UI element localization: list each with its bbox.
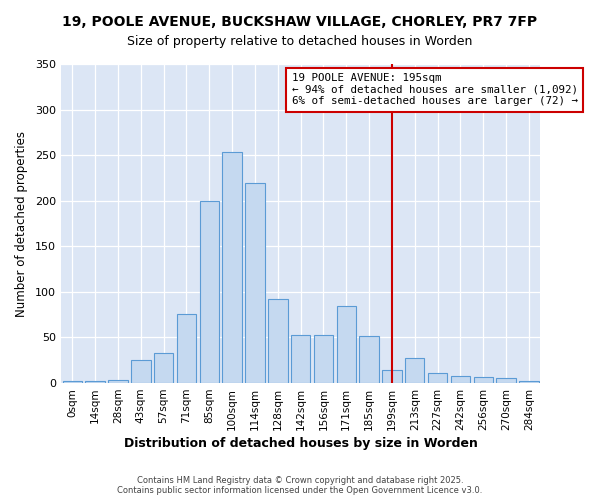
Bar (382, 370, 401, 383)
X-axis label: Distribution of detached houses by size in Worden: Distribution of detached houses by size … (124, 437, 478, 450)
Bar (109, 380, 128, 383)
Text: 19 POOLE AVENUE: 195sqm
← 94% of detached houses are smaller (1,092)
6% of semi-: 19 POOLE AVENUE: 195sqm ← 94% of detache… (292, 73, 578, 106)
Text: Size of property relative to detached houses in Worden: Size of property relative to detached ho… (127, 35, 473, 48)
Bar (200, 200, 219, 383)
Y-axis label: Number of detached properties: Number of detached properties (15, 130, 28, 316)
Bar (337, 306, 356, 383)
Bar (359, 336, 379, 383)
Bar (519, 381, 539, 383)
Bar (451, 376, 470, 383)
Text: Contains HM Land Registry data © Crown copyright and database right 2025.
Contai: Contains HM Land Registry data © Crown c… (118, 476, 482, 495)
Bar (131, 360, 151, 383)
Bar (154, 353, 173, 383)
Bar (177, 314, 196, 383)
Bar (496, 378, 516, 383)
Bar (314, 335, 333, 383)
Bar (291, 335, 310, 383)
Bar (405, 358, 424, 383)
Text: 19, POOLE AVENUE, BUCKSHAW VILLAGE, CHORLEY, PR7 7FP: 19, POOLE AVENUE, BUCKSHAW VILLAGE, CHOR… (62, 15, 538, 29)
Bar (223, 152, 242, 383)
Bar (85, 381, 105, 383)
Bar (245, 182, 265, 383)
Bar (473, 376, 493, 383)
Bar (428, 373, 448, 383)
Bar (62, 381, 82, 383)
Bar (268, 299, 287, 383)
